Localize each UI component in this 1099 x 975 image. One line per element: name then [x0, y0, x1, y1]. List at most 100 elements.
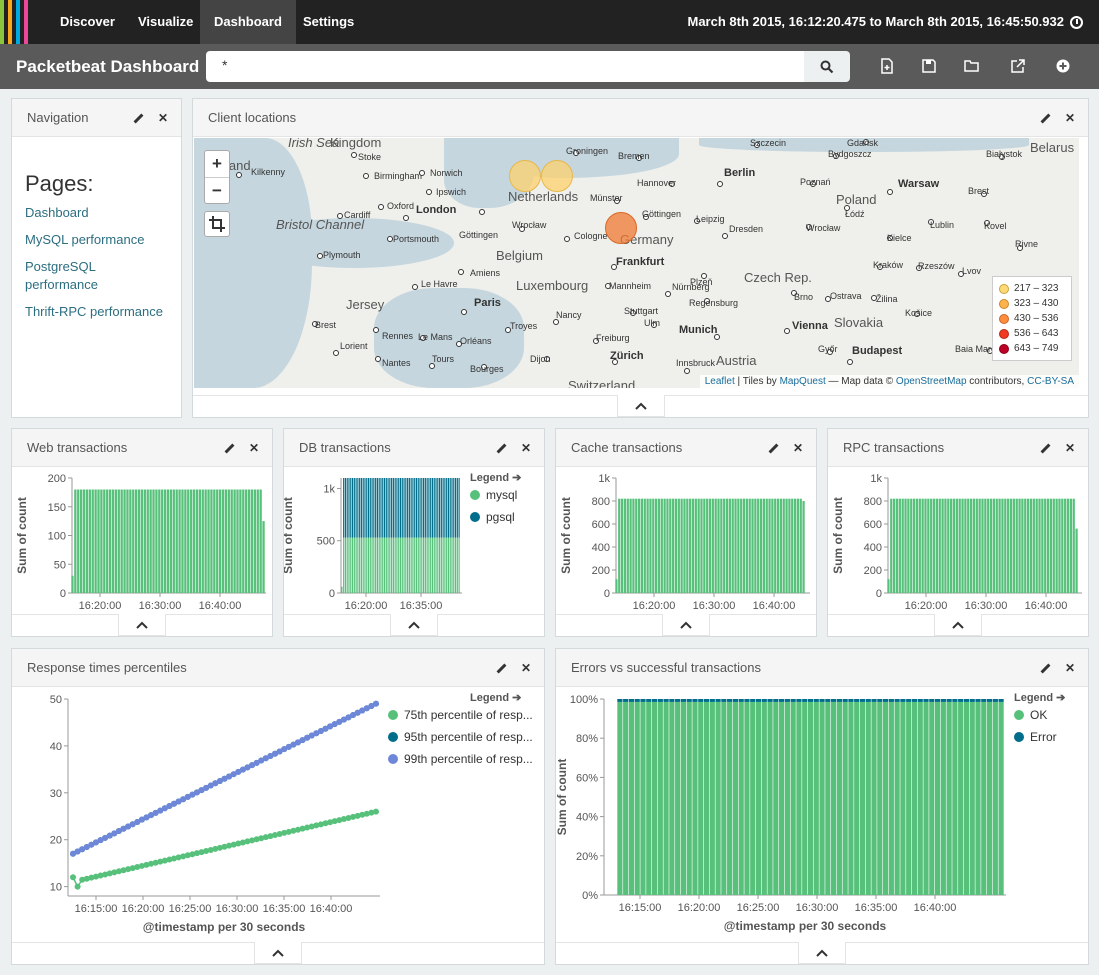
client-locations-panel: Client locations ✕ Irish Sea Bristol Cha… [192, 98, 1089, 418]
search-button[interactable] [804, 51, 850, 82]
data-point [294, 739, 301, 746]
legend-item-pgsql[interactable]: pgsql [470, 510, 515, 524]
time-range-picker[interactable]: March 8th 2015, 16:12:20.475 to March 8t… [687, 0, 1083, 44]
tab-dashboard[interactable]: Dashboard [200, 0, 296, 44]
clock-icon[interactable] [1070, 15, 1083, 29]
link-thrift-rpc-performance[interactable]: Thrift-RPC performance [25, 304, 163, 319]
chart-bar [362, 537, 364, 593]
search-input[interactable]: * [206, 51, 804, 82]
legend-toggle[interactable]: Legend ➔ [1014, 692, 1066, 704]
edit-icon[interactable] [496, 442, 508, 454]
collapse-button[interactable] [617, 395, 665, 417]
edit-icon[interactable] [1040, 112, 1052, 124]
link-mysql-performance[interactable]: MySQL performance [25, 232, 145, 247]
time-range-text[interactable]: March 8th 2015, 16:12:20.475 to March 8t… [687, 14, 1065, 29]
save-icon[interactable] [921, 58, 937, 74]
city-dot [722, 233, 728, 239]
close-icon[interactable]: ✕ [248, 441, 260, 455]
open-folder-icon[interactable] [964, 58, 980, 74]
legend-item-p99[interactable]: 99th percentile of resp... [388, 752, 533, 766]
edit-icon[interactable] [1040, 662, 1052, 674]
legend-item-ok[interactable]: OK [1014, 708, 1047, 722]
response-times-chart[interactable]: 10 20 30 40 50 16:15:00 16:20:00 16:25:00 16:30:… [12, 688, 384, 943]
tab-discover[interactable]: Discover [60, 14, 115, 29]
cache-transactions-chart[interactable]: 02004006008001k16:20:0016:30:0016:40:00@… [556, 468, 816, 616]
mapquest-link[interactable]: MapQuest [779, 376, 826, 387]
fit-bounds-button[interactable] [204, 211, 230, 237]
leaflet-link[interactable]: Leaflet [704, 376, 735, 387]
link-postgresql-performance[interactable]: PostgreSQL performance [25, 259, 98, 292]
edit-icon[interactable] [133, 112, 145, 124]
chart-bar [955, 498, 958, 593]
chart-bar [618, 498, 621, 593]
web-transactions-chart[interactable]: 05010015020016:20:0016:30:0016:40:00@tim… [12, 468, 272, 616]
y-tick-label: 20% [576, 851, 598, 863]
close-icon[interactable]: ✕ [520, 441, 532, 455]
chart-bar [236, 489, 239, 593]
data-point [198, 849, 205, 856]
legend-toggle[interactable]: Legend ➔ [470, 472, 522, 484]
map-marker-bubble[interactable] [541, 160, 573, 192]
chart-bar [348, 478, 350, 538]
collapse-button[interactable] [662, 614, 710, 636]
collapse-button[interactable] [254, 942, 302, 964]
tab-settings[interactable]: Settings [303, 14, 355, 29]
legend-item-p95[interactable]: 95th percentile of resp... [388, 730, 533, 744]
city-label: Leipzig [696, 214, 725, 224]
collapse-button[interactable] [118, 614, 166, 636]
share-icon[interactable] [1010, 58, 1026, 74]
legend-item-p75[interactable]: 75th percentile of resp... [388, 708, 533, 722]
chart-bar [399, 478, 402, 538]
chart-bar [617, 701, 623, 895]
edit-icon[interactable] [768, 442, 780, 454]
legend-label: 430 – 536 [1014, 313, 1059, 324]
city-label: Nürnberg [672, 282, 710, 292]
edit-icon[interactable] [1040, 442, 1052, 454]
edit-icon[interactable] [496, 662, 508, 674]
errors-vs-successful-chart[interactable]: 0% 20% 40% 60% 80% 100% 16:15:00 16:20:00 16:25:… [556, 688, 1008, 943]
chart-bar [100, 489, 103, 593]
license-link[interactable]: CC-BY-SA [1027, 376, 1074, 387]
close-icon[interactable]: ✕ [157, 111, 169, 125]
x-tick-label: 16:20:00 [122, 903, 165, 915]
x-tick-label: 16:40:00 [310, 903, 353, 915]
zoom-in-button[interactable]: + [212, 154, 222, 173]
legend-item-mysql[interactable]: mysql [470, 488, 517, 502]
data-point [244, 764, 251, 771]
map-marker-bubble[interactable] [509, 160, 541, 192]
chart-bar [371, 537, 373, 593]
collapse-button[interactable] [798, 942, 846, 964]
map-canvas[interactable]: Irish Sea Bristol Channel Kingdom land N… [194, 138, 1079, 388]
tab-visualize[interactable]: Visualize [138, 14, 194, 29]
new-dashboard-icon[interactable] [879, 58, 895, 74]
data-point [272, 832, 278, 839]
city-dot [694, 218, 700, 224]
legend-item-error[interactable]: Error [1014, 730, 1057, 744]
close-icon[interactable]: ✕ [1064, 441, 1076, 455]
legend-swatch [1014, 732, 1024, 742]
link-dashboard[interactable]: Dashboard [25, 205, 89, 220]
data-point [221, 775, 228, 782]
chart-bar [877, 699, 883, 702]
map-marker-bubble[interactable] [605, 212, 637, 244]
data-point [120, 825, 127, 832]
close-icon[interactable]: ✕ [520, 661, 532, 675]
legend-toggle[interactable]: Legend ➔ [470, 692, 522, 704]
city-dot [887, 189, 893, 195]
collapse-button[interactable] [390, 614, 438, 636]
city-label: Wrocław [512, 220, 547, 230]
close-icon[interactable]: ✕ [792, 441, 804, 455]
legend-swatch [388, 710, 398, 720]
rpc-transactions-chart[interactable]: 02004006008001k16:20:0016:30:0016:40:00@… [828, 468, 1088, 616]
zoom-out-button[interactable]: − [205, 177, 229, 203]
close-icon[interactable]: ✕ [1064, 661, 1076, 675]
close-icon[interactable]: ✕ [1064, 111, 1076, 125]
add-panel-icon[interactable] [1055, 58, 1071, 74]
edit-icon[interactable] [224, 442, 236, 454]
data-point [267, 752, 274, 759]
collapse-button[interactable] [934, 614, 982, 636]
openstreetmap-link[interactable]: OpenStreetMap [895, 376, 967, 387]
city-dot [825, 296, 831, 302]
city-dot [958, 271, 964, 277]
